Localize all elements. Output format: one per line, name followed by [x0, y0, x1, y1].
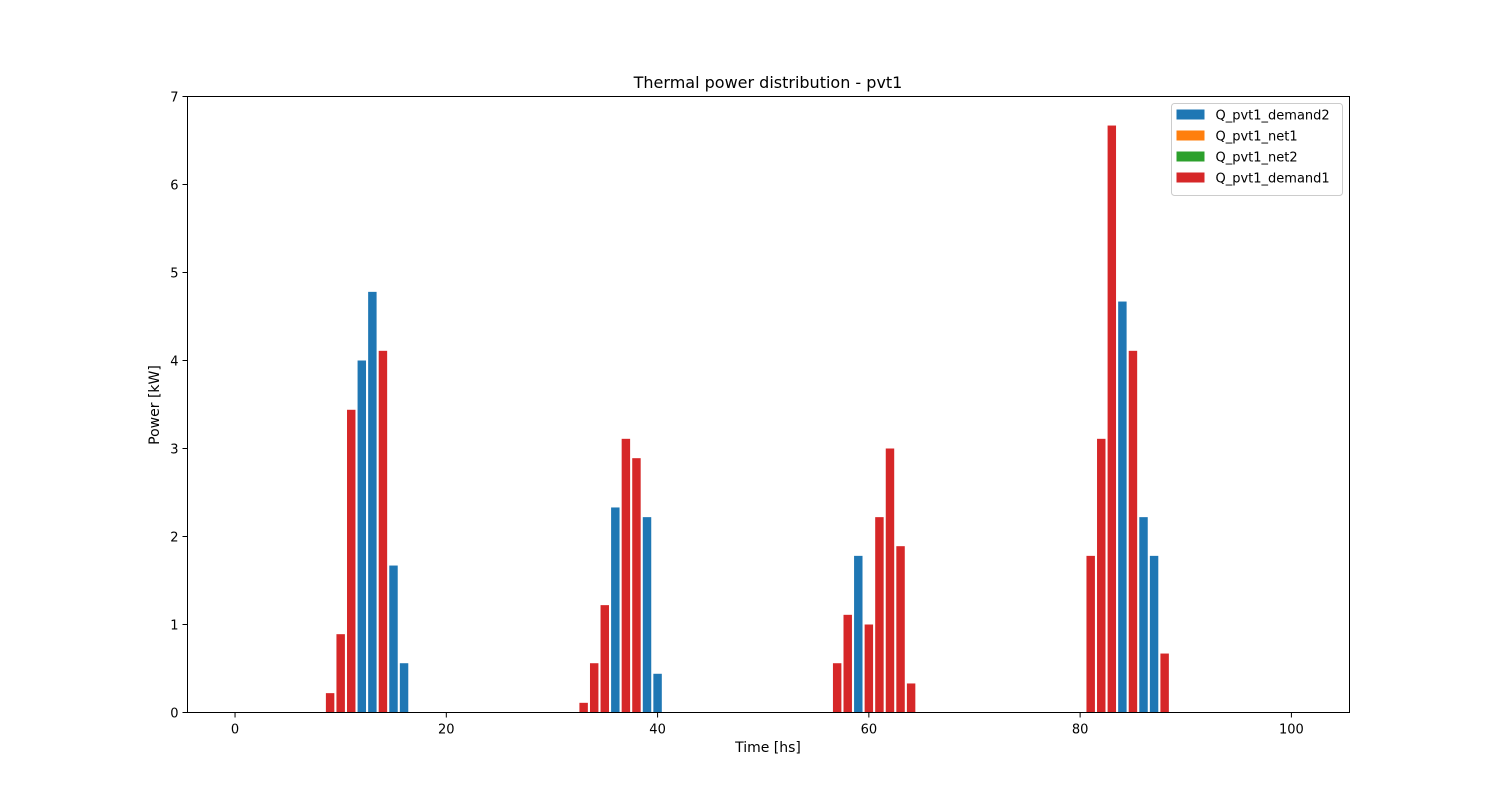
bar-Q_pvt1_demand1-11 [347, 409, 356, 713]
legend-label: Q_pvt1_demand2 [1216, 109, 1330, 124]
bar-Q_pvt1_demand1-63 [896, 546, 905, 713]
legend-label: Q_pvt1_net2 [1216, 151, 1298, 166]
y-tick-label: 6 [170, 179, 178, 194]
y-tick-label: 3 [170, 443, 178, 458]
bar-Q_pvt1_demand1-14 [378, 350, 388, 713]
y-tick-label: 2 [170, 531, 178, 546]
y-tick-label: 5 [170, 267, 178, 282]
x-tick-label: 60 [861, 723, 878, 738]
bar-Q_pvt1_demand2-86 [1139, 517, 1148, 713]
chart-title: Thermal power distribution - pvt1 [633, 73, 903, 92]
bar-Q_pvt1_demand2-16 [399, 663, 409, 713]
x-tick-label: 40 [649, 723, 666, 738]
legend-frame [1171, 103, 1343, 196]
bar-Q_pvt1_demand1-82 [1097, 438, 1106, 713]
x-tick-label: 0 [231, 723, 239, 738]
legend: Q_pvt1_demand2 Q_pvt1_net1 Q_pvt1_net2 Q_pv… [1171, 103, 1343, 196]
bar-Q_pvt1_demand2-59 [854, 555, 863, 713]
x-tick-label: 80 [1072, 723, 1089, 738]
bar-Q_pvt1_demand1-34 [589, 663, 599, 713]
legend-label: Q_pvt1_net1 [1216, 130, 1298, 145]
bar-Q_pvt1_demand2-84 [1118, 301, 1127, 713]
bar-Q_pvt1_demand1-61 [875, 517, 884, 713]
bar-Q_pvt1_demand1-57 [832, 663, 842, 713]
bar-Q_pvt1_demand1-83 [1107, 125, 1117, 713]
bar-Q_pvt1_demand2-13 [368, 291, 377, 713]
plot-frame [187, 96, 1350, 713]
bar-Q_pvt1_demand1-88 [1160, 653, 1169, 713]
x-axis-label: Time [hs] [734, 740, 801, 756]
legend-label: Q_pvt1_demand1 [1216, 172, 1330, 187]
bar-Q_pvt1_demand2-39 [642, 517, 652, 713]
bar-Q_pvt1_demand1-10 [336, 634, 345, 713]
x-tick-label: 20 [438, 723, 455, 738]
y-tick-label: 1 [170, 619, 178, 634]
bar-Q_pvt1_demand1-35 [600, 605, 609, 713]
y-axis-label: Power [kW] [147, 365, 163, 445]
bar-Q_pvt1_demand2-12 [357, 360, 367, 713]
x-tick-label: 100 [1279, 723, 1304, 738]
bar-Q_pvt1_demand1-37 [621, 438, 631, 713]
bar-Q_pvt1_demand2-36 [611, 507, 620, 713]
y-axis: 0 1 2 3 4 5 6 7 [170, 91, 188, 722]
bar-Q_pvt1_demand1-81 [1086, 555, 1095, 713]
y-tick-label: 7 [170, 91, 178, 106]
bar-Q_pvt1_demand1-60 [864, 624, 874, 713]
y-tick-label: 4 [170, 355, 178, 370]
bars-layer [325, 125, 1169, 713]
bar-Q_pvt1_demand2-87 [1149, 555, 1159, 713]
y-tick-label: 0 [170, 707, 178, 722]
bar-Q_pvt1_demand2-40 [653, 673, 662, 713]
legend-swatch [1176, 172, 1205, 183]
legend-swatch [1176, 109, 1205, 120]
bar-Q_pvt1_demand1-9 [325, 693, 335, 713]
bar-Q_pvt1_demand1-38 [632, 458, 641, 713]
x-axis: 0 20 40 60 80 100 [231, 712, 1304, 738]
legend-swatch [1176, 130, 1205, 141]
bar-Q_pvt1_demand1-64 [906, 683, 916, 713]
bar-Q_pvt1_demand1-33 [579, 702, 588, 713]
bar-Q_pvt1_demand1-62 [885, 448, 895, 713]
bar-Q_pvt1_demand1-58 [843, 614, 852, 713]
bar-Q_pvt1_demand1-85 [1128, 350, 1138, 713]
legend-swatch [1176, 151, 1205, 162]
bar-Q_pvt1_demand2-15 [389, 565, 398, 713]
